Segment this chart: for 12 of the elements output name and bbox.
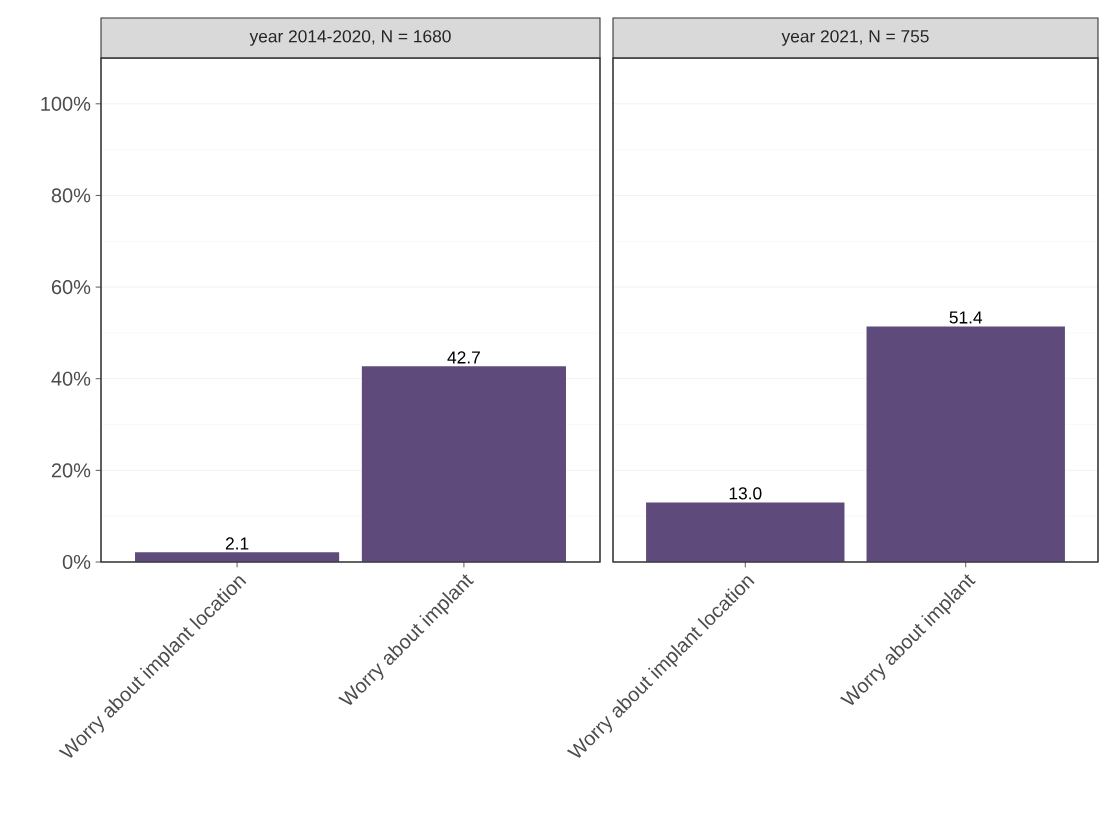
data-label: 13.0 (729, 487, 762, 500)
y-tick-label: 40% (51, 371, 91, 386)
chart-title: year 2014-2020, N = 1680 (249, 30, 451, 46)
chart-title: year 2021, N = 755 (781, 30, 929, 46)
y-tick-label: 0% (62, 554, 91, 570)
y-tick-label: 20% (51, 463, 91, 478)
y-tick-label: 100% (41, 96, 91, 111)
data-label: 51.4 (949, 311, 983, 324)
y-tick-label: 80% (51, 188, 91, 203)
data-label: 2.1 (225, 537, 249, 550)
y-tick-label: 60% (51, 280, 91, 295)
data-label: 42.7 (447, 351, 480, 364)
